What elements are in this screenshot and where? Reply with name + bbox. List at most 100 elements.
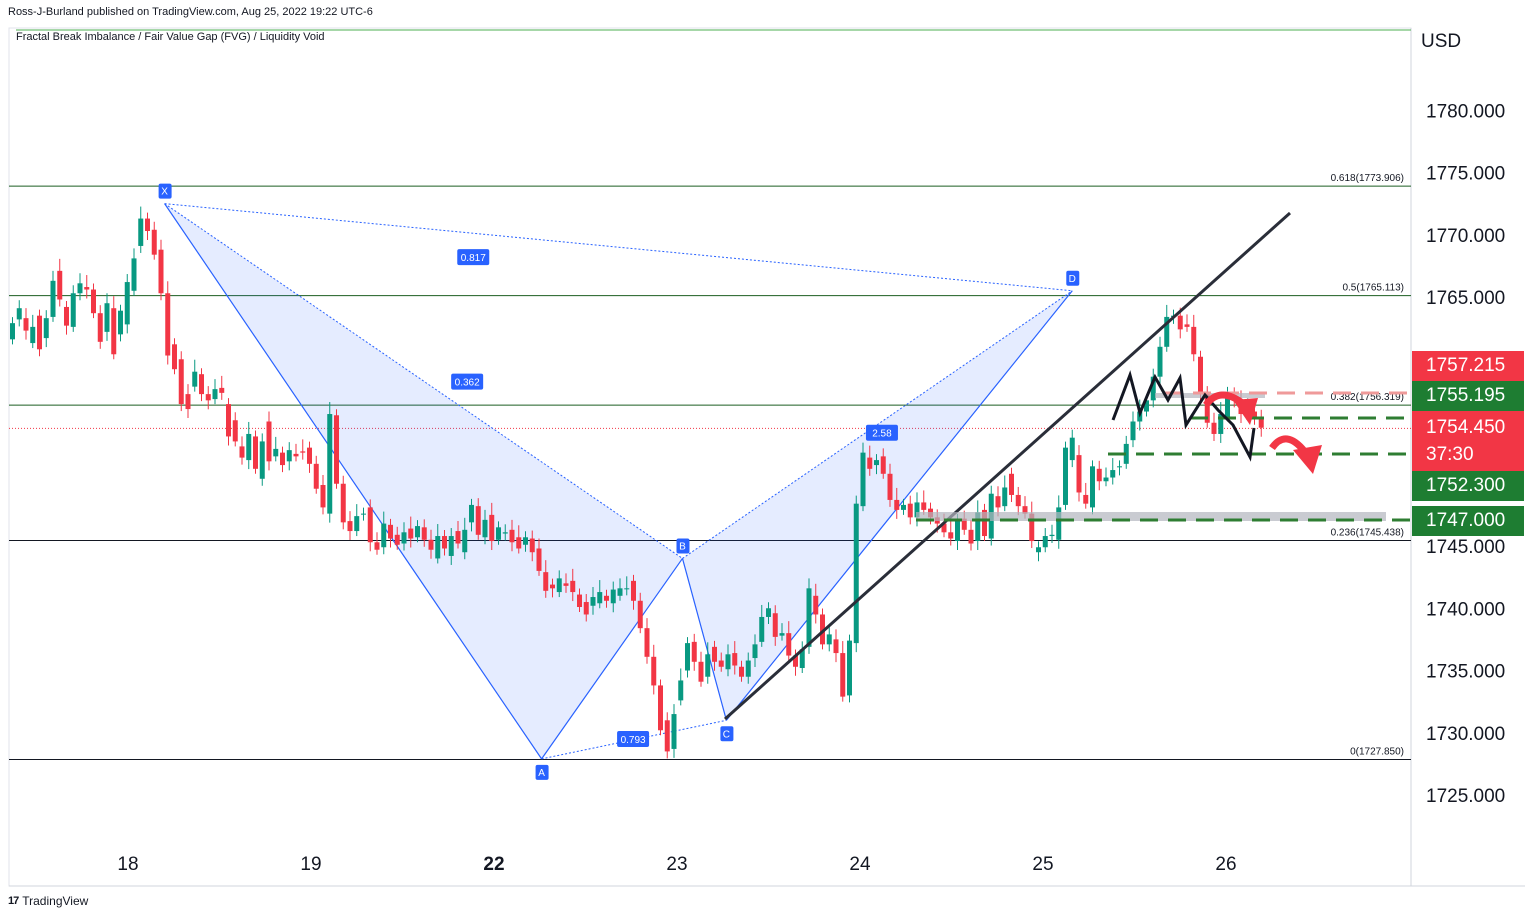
candle-body xyxy=(914,502,920,518)
candle-body xyxy=(361,513,366,515)
candle-body xyxy=(178,359,184,405)
candle-body xyxy=(820,614,825,645)
candle-body xyxy=(712,646,717,662)
candle-body xyxy=(745,660,751,677)
candle-body xyxy=(428,539,434,550)
candle-body xyxy=(685,643,690,671)
candle-body xyxy=(901,504,906,510)
candle-body xyxy=(678,680,684,701)
candle-body xyxy=(1117,466,1122,468)
candle-body xyxy=(97,313,103,342)
candle-body xyxy=(1123,443,1129,464)
candle-body xyxy=(145,218,150,232)
candle-body xyxy=(826,634,832,645)
candle-body xyxy=(691,641,697,662)
candle-body xyxy=(1211,422,1217,434)
candle-body xyxy=(1042,536,1048,548)
candle-body xyxy=(489,514,495,542)
candle-body xyxy=(496,527,501,540)
candle-body xyxy=(563,583,569,586)
candle-body xyxy=(880,456,886,474)
candle-body xyxy=(577,594,582,608)
price-label-value: 1754.450 xyxy=(1426,417,1506,438)
candle-body xyxy=(77,283,83,294)
candle-body xyxy=(286,450,292,462)
candle-body xyxy=(1184,324,1190,327)
candle-body xyxy=(961,518,967,530)
price-label-value: 1752.300 xyxy=(1426,475,1506,496)
candle-body xyxy=(226,404,231,437)
candle-body xyxy=(70,293,76,327)
footer-brand: 17 TradingView xyxy=(8,894,88,908)
candle-body xyxy=(907,503,913,518)
pattern-ratio-label: 0.817 xyxy=(461,253,486,264)
trend-line xyxy=(723,211,1292,721)
candle-body xyxy=(1258,417,1264,428)
candle-body xyxy=(1090,466,1095,508)
candle-body xyxy=(118,310,123,335)
candle-body xyxy=(138,218,144,246)
candle-body xyxy=(10,323,15,340)
price-label-value: 1757.215 xyxy=(1426,355,1506,376)
pattern-ratio-badge xyxy=(451,373,484,390)
candle-body xyxy=(151,229,157,255)
candle-body xyxy=(320,484,326,508)
candle-body xyxy=(205,394,211,401)
candle-body xyxy=(442,536,447,549)
candle-body xyxy=(718,660,724,667)
candle-body xyxy=(806,588,812,647)
candle-body xyxy=(1063,447,1068,505)
candle-body xyxy=(779,633,785,636)
candle-body xyxy=(793,655,798,667)
candle-body xyxy=(502,532,508,534)
candle-body xyxy=(266,421,272,462)
candle-body xyxy=(469,504,474,523)
candle-body xyxy=(874,460,879,466)
plot-frame xyxy=(8,27,1412,887)
candle-body xyxy=(516,537,522,549)
candle-body xyxy=(698,661,704,682)
pattern-point-badge xyxy=(720,726,734,742)
time-tick-label: 19 xyxy=(300,854,321,875)
pattern-point-badge xyxy=(676,538,690,554)
candle-body xyxy=(401,532,407,544)
candle-body xyxy=(1144,400,1149,412)
candle-body xyxy=(388,524,393,539)
candle-body xyxy=(766,608,771,617)
candle-body xyxy=(340,483,346,523)
publisher-header: Ross-J-Burland published on TradingView.… xyxy=(8,6,373,18)
pattern-point-badge xyxy=(1066,270,1080,286)
candle-body xyxy=(1191,326,1197,355)
candle-body xyxy=(212,389,218,400)
price-tick-label: 1735.000 xyxy=(1426,662,1505,683)
xab-triangle xyxy=(164,203,683,759)
candle-body xyxy=(23,318,29,331)
candle-body xyxy=(111,308,117,355)
candle-body xyxy=(307,447,312,464)
pattern-leg xyxy=(681,558,727,721)
price-label: 1757.215 xyxy=(1412,351,1524,381)
candle-body xyxy=(732,653,738,666)
candle-body xyxy=(84,287,90,290)
candle-body xyxy=(448,536,454,556)
candle-body xyxy=(1177,315,1183,330)
pattern-ratio-line xyxy=(164,203,1073,292)
candle-body xyxy=(1083,494,1089,504)
candle-body xyxy=(334,415,339,484)
time-tick-label: 22 xyxy=(483,854,504,875)
tradingview-logo-icon: 17 xyxy=(8,895,19,907)
candle-body xyxy=(1130,421,1136,441)
candle-body xyxy=(1157,346,1163,377)
candle-body xyxy=(104,303,110,332)
footer-brand-label: TradingView xyxy=(22,894,89,908)
candle-body xyxy=(813,595,819,615)
candle-body xyxy=(394,534,400,545)
candle-body xyxy=(300,451,306,453)
pattern-ratio-badge xyxy=(865,424,898,441)
candle-body xyxy=(1015,494,1021,507)
price-tick-label: 1770.000 xyxy=(1426,226,1505,247)
price-tick-label: 1765.000 xyxy=(1426,288,1505,309)
candle-body xyxy=(1076,455,1082,493)
pattern-ratio-label: 0.362 xyxy=(455,378,480,389)
